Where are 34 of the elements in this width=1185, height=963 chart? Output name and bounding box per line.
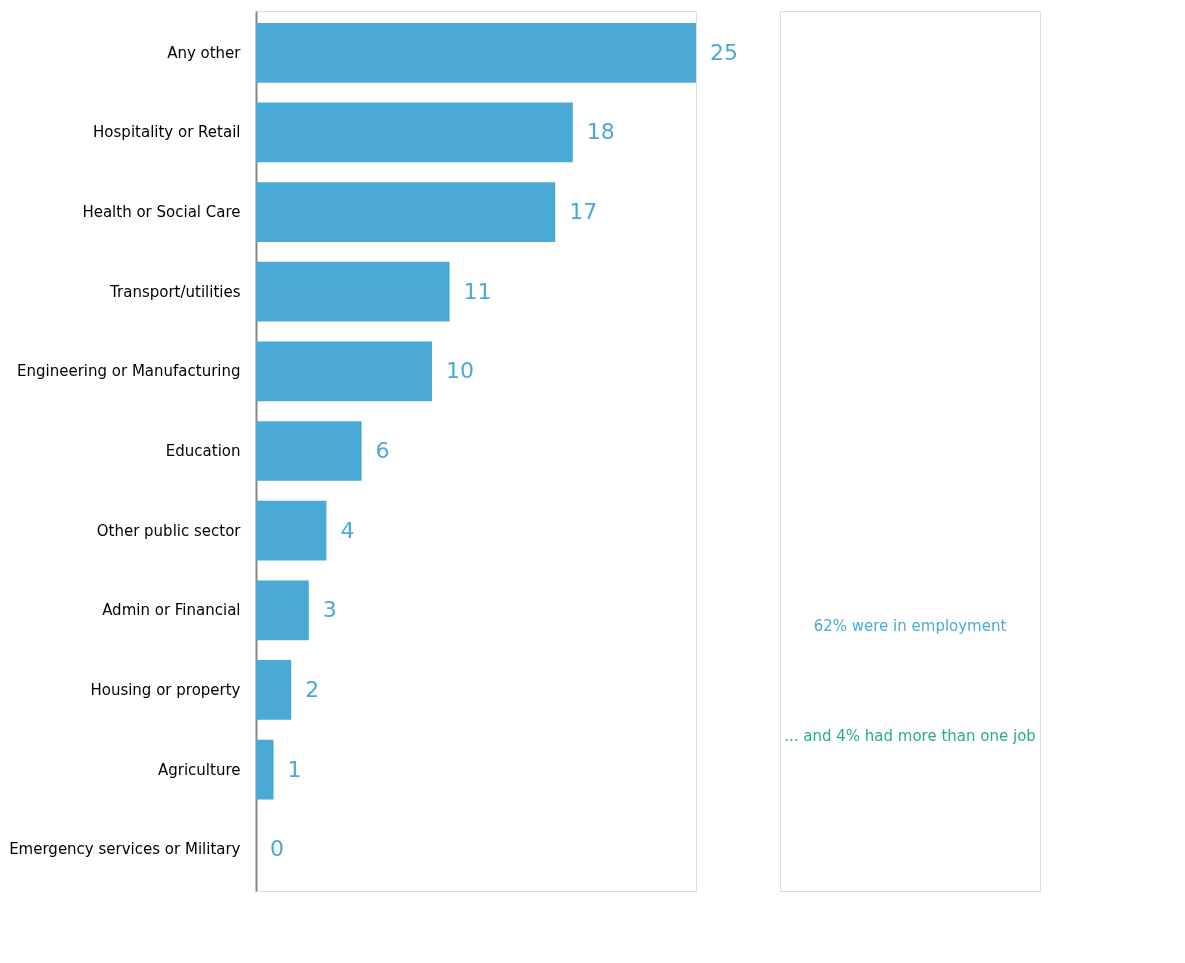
y-tick-label: Housing or property	[90, 680, 241, 699]
bar	[256, 182, 556, 242]
bar	[256, 660, 292, 720]
data-label: 3	[322, 597, 337, 623]
bar	[256, 500, 327, 561]
data-label: 2	[305, 676, 320, 702]
y-tick-label: Health or Social Care	[82, 203, 241, 222]
data-label: 25	[710, 39, 738, 65]
text: 62% were in employment	[813, 617, 1007, 635]
data-label: 4	[340, 517, 355, 543]
bar	[256, 580, 309, 641]
data-label: 18	[586, 119, 615, 145]
y-tick-label: Admin or Financial	[102, 601, 241, 620]
data-label: 17	[569, 199, 598, 225]
bar	[256, 739, 274, 800]
y-tick-label: Hospitality or Retail	[93, 123, 241, 142]
y-tick-label: Education	[165, 442, 241, 460]
bar	[256, 421, 362, 481]
y-tick-label: Transport/utilities	[109, 282, 241, 301]
bar	[256, 261, 450, 322]
y-tick-label: Other public sector	[96, 521, 242, 540]
data-label: 0	[270, 836, 284, 862]
data-label: 6	[375, 438, 390, 463]
data-label: 1	[287, 756, 302, 782]
text: ... and 4% had more than one job	[784, 727, 1036, 745]
y-tick-label: Any other	[167, 43, 242, 62]
bar	[256, 22, 696, 83]
y-tick-label: Engineering or Manufacturing	[17, 362, 241, 381]
data-label: 11	[463, 278, 492, 304]
y-tick-label: Emergency services or Military	[9, 840, 241, 859]
bar	[256, 102, 573, 163]
y-tick-label: Agriculture	[158, 760, 241, 779]
bar	[256, 341, 432, 402]
data-label: 10	[446, 358, 474, 384]
